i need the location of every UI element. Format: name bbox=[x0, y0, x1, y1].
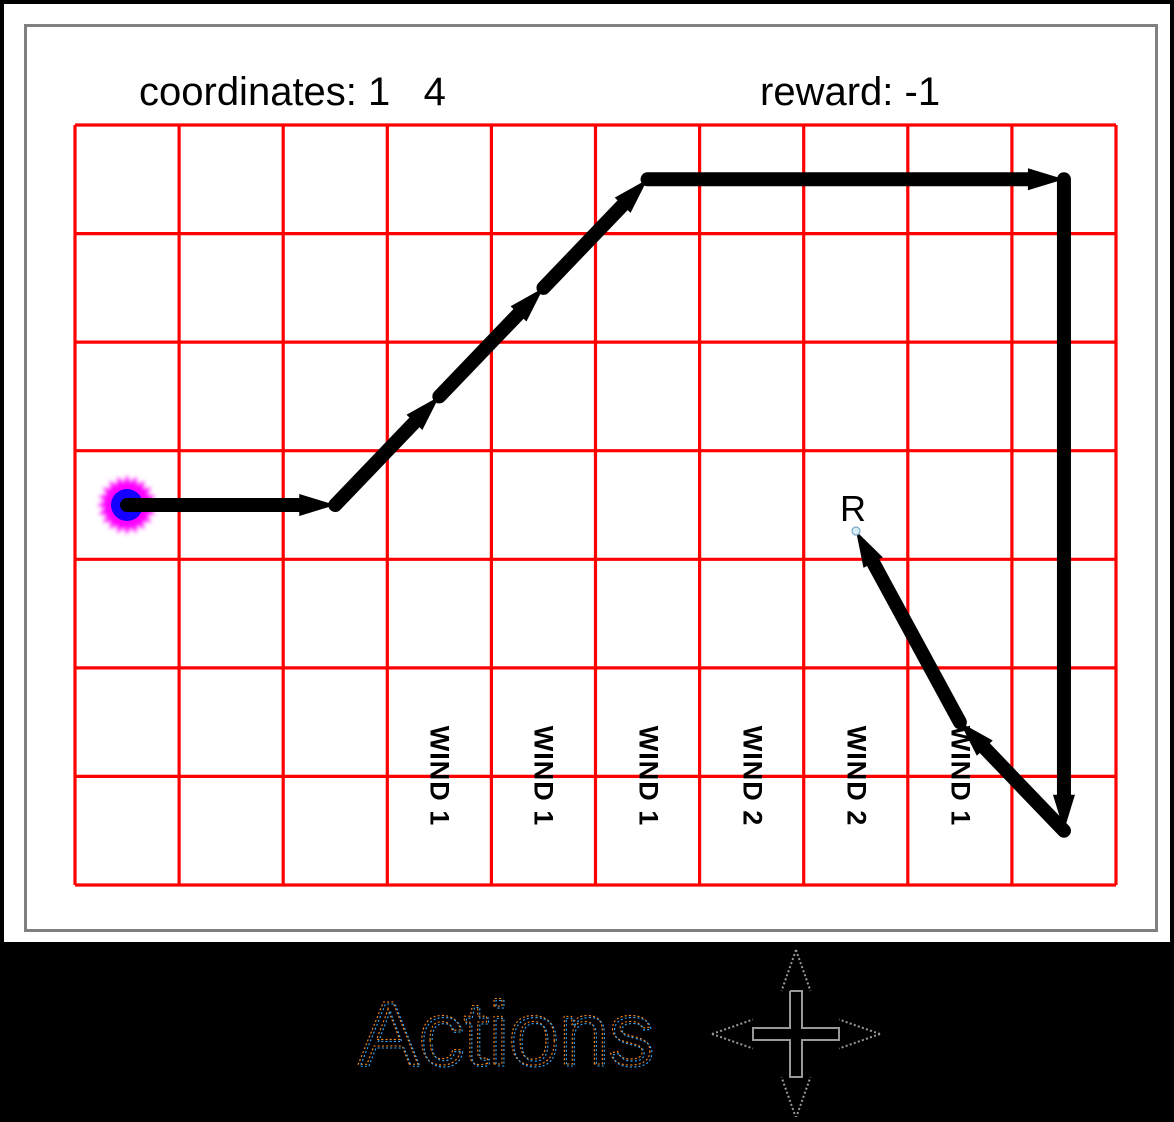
svg-text:Actions: Actions bbox=[360, 986, 655, 1086]
